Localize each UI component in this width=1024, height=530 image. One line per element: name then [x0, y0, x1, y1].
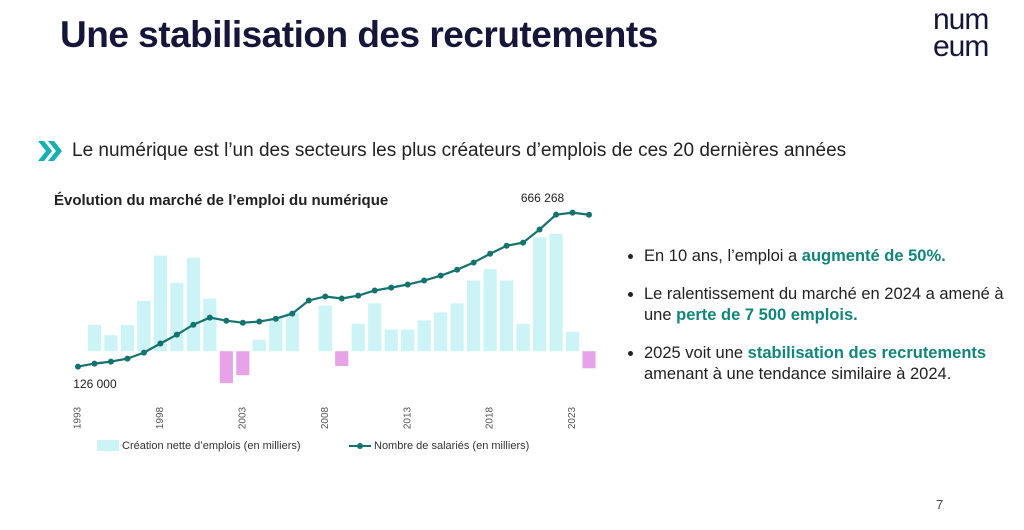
- point: [157, 340, 164, 347]
- point: [437, 272, 444, 279]
- point: [140, 349, 147, 356]
- bullet-text: amenant à une tendance similaire à 2024.: [644, 365, 952, 383]
- bar: [582, 351, 596, 369]
- point: [124, 355, 131, 362]
- bar: [137, 301, 151, 352]
- x-tick-label: 2003: [237, 406, 248, 429]
- x-tick-label: 2013: [402, 406, 413, 429]
- logo-line: eum: [933, 30, 989, 63]
- bar: [467, 280, 481, 352]
- legend-swatch: [97, 440, 119, 451]
- bar: [120, 324, 135, 352]
- bar: [170, 282, 184, 352]
- point: [520, 239, 527, 246]
- bar: [401, 329, 415, 352]
- bar: [203, 298, 217, 352]
- page-number: 7: [936, 497, 944, 512]
- bullet: Le ralentissement du marché en 2024 a am…: [644, 284, 1004, 326]
- point: [388, 284, 395, 291]
- highlight: stabilisation des recrutements: [747, 344, 987, 362]
- point: [371, 287, 378, 294]
- point: [256, 318, 263, 325]
- point: [272, 315, 279, 322]
- bar: [351, 323, 365, 352]
- point: [586, 211, 593, 218]
- bar: [87, 324, 102, 352]
- x-tick-label: 2023: [567, 406, 578, 429]
- chart-title: Évolution du marché de l’emploi du numér…: [54, 192, 388, 209]
- bar: [252, 339, 266, 352]
- bar: [318, 305, 332, 352]
- point: [173, 331, 180, 338]
- point: [553, 211, 560, 218]
- point: [223, 317, 230, 324]
- bar: [219, 351, 233, 384]
- point: [289, 310, 296, 317]
- bar: [532, 237, 547, 352]
- bar: [499, 280, 514, 352]
- bar: [104, 335, 118, 352]
- chart: Évolution du marché de l’emploi du numér…: [54, 191, 596, 452]
- subtitle: Le numérique est l’un des secteurs les p…: [72, 140, 847, 161]
- data-label: 126 000: [73, 377, 117, 391]
- bullet-text: En 10 ans, l’emploi a: [644, 247, 802, 265]
- point: [536, 226, 543, 233]
- bullet-text: Le ralentissement du marché en 2024 a am…: [644, 285, 1004, 324]
- x-tick-label: 2018: [485, 406, 496, 429]
- bar: [434, 312, 448, 352]
- bar: [269, 318, 283, 352]
- point: [470, 259, 477, 266]
- point: [355, 292, 362, 299]
- point: [503, 242, 510, 249]
- x-tick-label: 1993: [73, 406, 84, 429]
- point: [91, 360, 98, 367]
- highlight: augmenté de 50%.: [801, 247, 946, 265]
- bar: [483, 269, 497, 352]
- bullet: En 10 ans, l’emploi a augmenté de 50%.: [644, 246, 1004, 267]
- highlight: perte de 7 500 emplois.: [676, 306, 858, 324]
- logo: num eum: [933, 3, 989, 63]
- point: [239, 319, 246, 326]
- x-tick-label: 1998: [155, 406, 166, 429]
- legend-label: Nombre de salariés (en milliers): [374, 440, 529, 452]
- slide-title: Une stabilisation des recrutements: [60, 14, 658, 55]
- point: [305, 297, 312, 304]
- point: [107, 358, 114, 365]
- point: [322, 293, 329, 300]
- legend-swatch: [357, 443, 363, 449]
- point: [421, 277, 428, 284]
- bar: [565, 331, 580, 352]
- point: [454, 266, 461, 273]
- bar: [516, 323, 530, 352]
- bar: [335, 351, 349, 367]
- point: [206, 314, 213, 321]
- bullet: 2025 voit une stabilisation des recrutem…: [644, 343, 1004, 385]
- legend-label: Création nette d’emplois (en milliers): [122, 440, 301, 452]
- bar: [368, 303, 382, 352]
- bar: [153, 255, 168, 352]
- data-label: 666 268: [521, 191, 565, 205]
- chevron-icon: [38, 141, 62, 161]
- bar: [450, 303, 464, 352]
- x-tick-label: 2008: [320, 406, 331, 429]
- bar: [186, 257, 200, 352]
- bar: [285, 312, 299, 352]
- point: [190, 321, 197, 328]
- point: [487, 250, 494, 257]
- point: [74, 363, 81, 370]
- point: [404, 281, 411, 288]
- bar: [549, 233, 563, 352]
- line: [77, 211, 590, 368]
- point: [338, 295, 345, 302]
- logo-line: num: [933, 3, 989, 36]
- point: [569, 209, 576, 216]
- bar: [417, 320, 431, 352]
- bullet-list: En 10 ans, l’emploi a augmenté de 50%. Le…: [620, 246, 1004, 402]
- bar: [384, 329, 398, 352]
- bar: [236, 351, 250, 376]
- bullet-text: 2025 voit une: [644, 344, 748, 362]
